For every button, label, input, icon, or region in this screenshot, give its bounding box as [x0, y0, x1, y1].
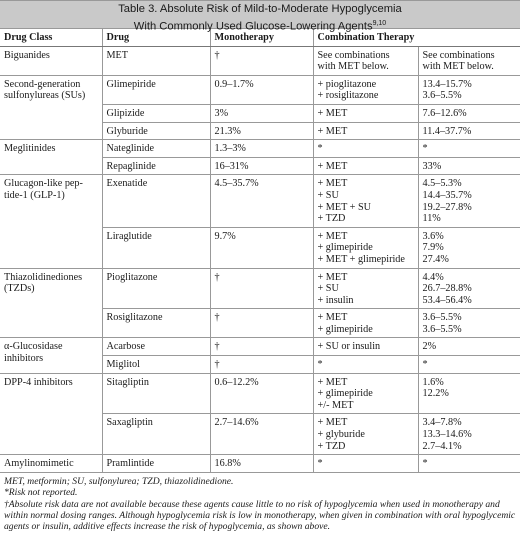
combination-risk-cell: 3.6–5.5% 3.6–5.5% [417, 308, 520, 339]
table-row: Glipizide 3% + MET 7.6–12.6% [0, 104, 520, 123]
table-row: Thiazolidinediones (TZDs) Pioglitazone †… [0, 268, 520, 339]
drug-cell: MET [101, 46, 210, 76]
drug-cell: Liraglutide [101, 227, 210, 269]
combination-cell: + MET + glimepiride + MET + glimepiride [312, 227, 418, 269]
title-line-2: With Commonly Used Glucose-Lowering Agen… [133, 20, 373, 33]
combination-cell: + MET [312, 104, 418, 123]
drug-class-cell: Amylinomimetic [0, 454, 102, 473]
combination-cell: + MET [312, 157, 418, 176]
monotherapy-cell: 2.7–14.6% [209, 413, 313, 456]
combination-cell: + MET + SU + insulin [312, 268, 418, 310]
monotherapy-cell: 1.3–3% [209, 139, 313, 158]
drug-cell: Sitagliptin [101, 373, 210, 415]
hypoglycemia-table: Drug Class Drug Monotherapy Combination … [0, 29, 520, 473]
combination-cell: + MET + glimepiride [312, 308, 418, 339]
drug-cell: Acarbose [101, 337, 210, 357]
title-line-2-wrap: With Commonly Used Glucose-Lowering Agen… [0, 17, 520, 34]
header-drug: Drug [101, 29, 210, 47]
title-line-1: Table 3. Absolute Risk of Mild-to-Modera… [118, 3, 402, 15]
monotherapy-cell: † [209, 355, 313, 374]
table-row: Amylinomimetic Pramlintide 16.8% * * [0, 454, 520, 473]
table-row: Second-generation sulfonylureas (SUs) Gl… [0, 75, 520, 141]
combination-cell: + MET + SU + MET + SU + TZD [312, 174, 418, 228]
combination-cell: See combinations with MET below. [312, 46, 418, 76]
monotherapy-cell: † [209, 337, 313, 357]
title-reference: 9,10 [372, 19, 387, 27]
combination-risk-cell: 1.6% 12.2% [417, 373, 520, 415]
monotherapy-cell: 9.7% [209, 227, 313, 269]
drug-cell: Pioglitazone [101, 268, 210, 310]
table-row: Meglitinides Nateglinide 1.3–3% * * [0, 139, 520, 176]
drug-cell: Pramlintide [101, 454, 210, 473]
monotherapy-cell: 16.8% [209, 454, 313, 473]
drug-cell: Exenatide [101, 174, 210, 228]
footnotes: MET, metformin; SU, sulfonylurea; TZD, t… [0, 473, 520, 533]
drug-class-cell: Second-generation sulfonylureas (SUs) [0, 75, 102, 141]
combination-risk-cell: 33% [417, 157, 520, 176]
combination-risk-cell: See combinations with MET below. [417, 46, 520, 76]
footnote-dagger: †Absolute risk data are not available be… [4, 498, 516, 533]
combination-risk-cell: 3.4–7.8% 13.3–14.6% 2.7–4.1% [417, 413, 520, 456]
table-row: DPP-4 inhibitors Sitagliptin 0.6–12.2% +… [0, 373, 520, 456]
monotherapy-cell: 0.9–1.7% [209, 75, 313, 105]
combination-risk-cell: 13.4–15.7% 3.6–5.5% [417, 75, 520, 105]
monotherapy-cell: 16–31% [209, 157, 313, 176]
drug-cell: Repaglinide [101, 157, 210, 176]
table-row: Glyburide 21.3% + MET 11.4–37.7% [0, 122, 520, 141]
monotherapy-cell: 4.5–35.7% [209, 174, 313, 228]
drug-cell: Glimepiride [101, 75, 210, 105]
combination-cell: + MET [312, 122, 418, 141]
monotherapy-cell: † [209, 46, 313, 76]
table-row: Repaglinide 16–31% + MET 33% [0, 157, 520, 176]
combination-cell: * [312, 454, 418, 473]
combination-risk-cell: 2% [417, 337, 520, 357]
combination-risk-cell: * [417, 139, 520, 158]
monotherapy-cell: † [209, 268, 313, 310]
table-row: Biguanides MET † See combinations with M… [0, 46, 520, 76]
drug-class-cell: Thiazolidinediones (TZDs) [0, 268, 102, 339]
drug-class-cell: α-Glucosidase inhibitors [0, 337, 102, 374]
table-title: Table 3. Absolute Risk of Mild-to-Modera… [0, 0, 520, 32]
drug-class-cell: Meglitinides [0, 139, 102, 176]
monotherapy-cell: † [209, 308, 313, 339]
header-monotherapy: Monotherapy [209, 29, 313, 47]
drug-cell: Glipizide [101, 104, 210, 123]
footnote-star: *Risk not reported. [4, 487, 78, 499]
combination-risk-cell: * [417, 454, 520, 473]
drug-class-cell: Glucagon-like pep- tide-1 (GLP-1) [0, 174, 102, 269]
combination-cell: + MET + glimepiride +/- MET [312, 373, 418, 415]
drug-class-cell: Biguanides [0, 46, 102, 76]
combination-risk-cell: * [417, 355, 520, 374]
table-row: Liraglutide 9.7% + MET + glimepiride + M… [0, 227, 520, 269]
combination-risk-cell: 7.6–12.6% [417, 104, 520, 123]
combination-cell: + pioglitazone + rosiglitazone [312, 75, 418, 105]
combination-cell: + MET + glyburide + TZD [312, 413, 418, 456]
table-row: Miglitol † * * [0, 355, 520, 374]
drug-cell: Miglitol [101, 355, 210, 374]
header-combination-therapy: Combination Therapy [312, 29, 520, 47]
table-row: Saxagliptin 2.7–14.6% + MET + glyburide … [0, 413, 520, 456]
table-row: Glucagon-like pep- tide-1 (GLP-1) Exenat… [0, 174, 520, 269]
header-row: Drug Class Drug Monotherapy Combination … [0, 29, 520, 47]
combination-cell: * [312, 139, 418, 158]
combination-risk-cell: 4.4% 26.7–28.8% 53.4–56.4% [417, 268, 520, 310]
monotherapy-cell: 3% [209, 104, 313, 123]
combination-risk-cell: 3.6% 7.9% 27.4% [417, 227, 520, 269]
monotherapy-cell: 21.3% [209, 122, 313, 141]
drug-class-cell: DPP-4 inhibitors [0, 373, 102, 456]
combination-risk-cell: 11.4–37.7% [417, 122, 520, 141]
combination-cell: + SU or insulin [312, 337, 418, 357]
combination-risk-cell: 4.5–5.3% 14.4–35.7% 19.2–27.8% 11% [417, 174, 520, 228]
drug-cell: Saxagliptin [101, 413, 210, 456]
drug-cell: Glyburide [101, 122, 210, 141]
table-row: α-Glucosidase inhibitors Acarbose † + SU… [0, 337, 520, 374]
drug-cell: Nateglinide [101, 139, 210, 158]
footnote-abbreviations: MET, metformin; SU, sulfonylurea; TZD, t… [4, 475, 234, 487]
monotherapy-cell: 0.6–12.2% [209, 373, 313, 415]
table-row: Rosiglitazone † + MET + glimepiride 3.6–… [0, 308, 520, 339]
combination-cell: * [312, 355, 418, 374]
drug-cell: Rosiglitazone [101, 308, 210, 339]
header-drug-class: Drug Class [0, 29, 102, 47]
